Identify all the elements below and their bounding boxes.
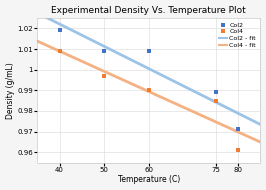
Point [214,91,218,94]
Point [236,128,240,131]
Point [102,74,106,77]
Point [147,50,151,53]
Point [214,99,218,102]
Title: Experimental Density Vs. Temperature Plot: Experimental Density Vs. Temperature Plo… [52,6,246,15]
Y-axis label: Density (g/mL): Density (g/mL) [6,62,15,119]
Point [147,89,151,92]
Point [102,50,106,53]
X-axis label: Temperature (C): Temperature (C) [118,175,180,184]
Point [57,29,62,32]
Point [236,149,240,152]
Point [57,50,62,53]
Legend: Col2, Col4, Col2 - fit, Col4 - fit: Col2, Col4, Col2 - fit, Col4 - fit [218,21,257,49]
